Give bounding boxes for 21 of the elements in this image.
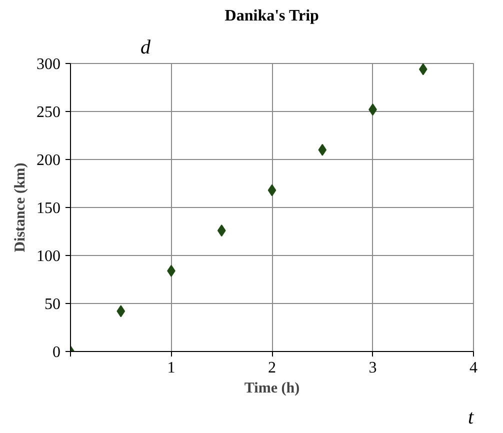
point: [318, 144, 327, 156]
point: [418, 64, 428, 76]
y-axis-title: Distance (km): [12, 162, 28, 252]
y-tick-label: 250: [36, 104, 60, 121]
y-tick-label: 300: [36, 56, 60, 73]
point: [268, 184, 276, 196]
chart-title: Danika's Trip: [224, 8, 320, 24]
x-tick-label: 3: [368, 360, 377, 376]
y-tick-label: 0: [52, 344, 60, 361]
x-axis-title: Time (h): [244, 380, 300, 396]
y-tick-label: 200: [36, 152, 60, 169]
y-tick-label: 100: [36, 248, 60, 265]
point: [217, 224, 226, 237]
x-tick-label: 4: [470, 360, 478, 376]
text: t: [468, 406, 474, 428]
y-tick-label: 50: [44, 296, 60, 313]
point: [116, 305, 126, 318]
x-tick-label: 2: [268, 360, 276, 376]
text: d: [140, 36, 152, 58]
y-tick-label: 150: [36, 200, 60, 217]
x-tick-label: 1: [167, 360, 176, 376]
